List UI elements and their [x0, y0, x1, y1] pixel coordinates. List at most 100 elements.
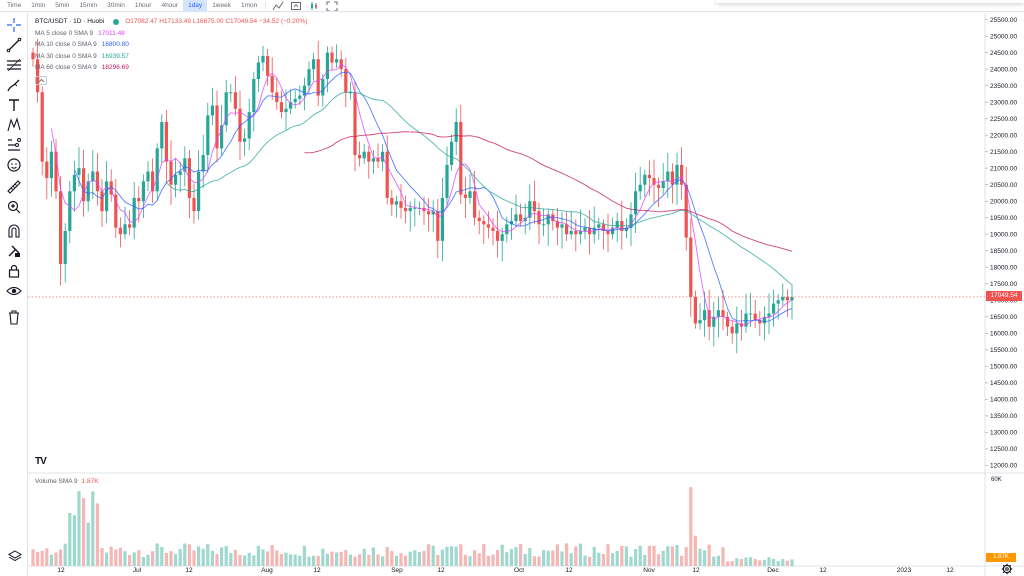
volume-bar — [289, 554, 293, 566]
crosshair-icon[interactable] — [6, 17, 22, 33]
candle-body — [707, 310, 711, 327]
volume-bar — [749, 557, 753, 566]
candle-body — [652, 178, 656, 185]
time-tick-label: Nov — [643, 567, 655, 574]
time-tick-label: Sep — [391, 567, 403, 574]
timeframe-time[interactable]: Time — [7, 1, 22, 9]
volume-bar — [335, 552, 339, 566]
timeframe-1hour[interactable]: 1hour — [134, 1, 152, 9]
volume-bar — [404, 555, 408, 566]
candle-body — [118, 227, 122, 235]
price-tick-label: 23500.00 — [990, 83, 1017, 90]
candle-body — [31, 52, 35, 60]
candle-body — [758, 320, 762, 324]
candle-body — [776, 300, 780, 304]
candle-body — [445, 164, 449, 198]
candle-body — [215, 105, 219, 149]
volume-bar — [63, 543, 67, 566]
volume-bar — [505, 552, 509, 566]
candle-body — [109, 181, 113, 195]
time-tick-label: 12 — [565, 567, 573, 574]
pattern-icon[interactable] — [6, 117, 22, 133]
forecast-icon[interactable] — [6, 137, 22, 153]
candle-body — [509, 221, 513, 225]
volume-bar — [459, 544, 463, 566]
toolbar-separator — [265, 1, 267, 10]
ma-legend-row: MA 60 close 0 SMA 9 18296.69 — [35, 62, 307, 74]
time-tick-label: Aug — [261, 567, 273, 574]
ma-line-30[interactable] — [166, 91, 793, 286]
volume-bar — [160, 547, 164, 566]
candle-body — [105, 181, 109, 212]
candle-body — [399, 201, 403, 208]
compare-icon[interactable] — [289, 1, 303, 11]
volume-bar — [422, 550, 426, 566]
ma-legend-name[interactable]: MA 60 close 0 SMA 9 — [35, 64, 97, 72]
ruler-icon[interactable] — [6, 179, 22, 195]
lock-icon[interactable] — [6, 263, 22, 279]
ma-line-5[interactable] — [50, 63, 793, 326]
fib-icon[interactable] — [6, 57, 22, 73]
eye-icon[interactable] — [6, 283, 22, 299]
timeframe-30min[interactable]: 30min — [107, 1, 125, 9]
timeframe-1day[interactable]: 1day — [183, 0, 208, 12]
volume-bar — [592, 546, 596, 566]
candle-body — [496, 230, 500, 241]
candle-body — [206, 115, 210, 155]
ma-legend-name[interactable]: MA 10 close 0 SMA 9 — [35, 41, 97, 49]
volume-bar — [215, 553, 219, 566]
volume-bar — [381, 556, 385, 566]
trash-icon[interactable] — [6, 309, 22, 325]
volume-bar — [49, 554, 53, 566]
candle-body — [440, 197, 444, 241]
tradingview-logo[interactable]: TV — [35, 456, 47, 467]
brush-icon[interactable] — [6, 77, 22, 93]
ma-line-60[interactable] — [304, 131, 793, 252]
ma-legend-row: MA 30 close 0 SMA 9 16939.57 — [35, 51, 307, 63]
timeframe-1min[interactable]: 1min — [31, 1, 46, 9]
volume-bar — [31, 549, 35, 566]
candle-body — [68, 191, 72, 231]
volume-bar — [385, 546, 389, 566]
ma-legend-name[interactable]: MA 30 close 0 SMA 9 — [35, 52, 97, 60]
volume-bar — [707, 544, 711, 566]
time-tick-label: Oct — [514, 567, 524, 574]
ma-line-10[interactable] — [73, 71, 793, 322]
volume-bar — [767, 557, 771, 566]
symbol-title[interactable]: BTC/USDT · 1D · Huobi — [35, 18, 105, 26]
volume-bar — [436, 554, 440, 566]
trendline-icon[interactable] — [6, 37, 22, 53]
magnet-icon[interactable] — [6, 223, 22, 239]
settings-gear-icon[interactable] — [1001, 563, 1013, 575]
volume-bar — [776, 561, 780, 566]
volume-bar — [82, 498, 86, 566]
candle-body — [321, 79, 325, 96]
text-icon[interactable] — [6, 97, 22, 113]
candle-body — [169, 161, 173, 185]
indicators-icon[interactable] — [271, 1, 285, 11]
timeframe-5min[interactable]: 5min — [55, 1, 70, 9]
lock-drawings-icon[interactable] — [6, 243, 22, 259]
candle-body — [762, 316, 766, 324]
timeframe-1mon[interactable]: 1mon — [240, 1, 258, 9]
volume-bar — [146, 554, 150, 566]
candle-body — [146, 171, 150, 182]
layers-icon[interactable] — [8, 549, 22, 563]
volume-current-tag: 1.87K — [986, 553, 1016, 562]
price-chart[interactable]: 25500.00 25000.00 24500.00 24000.00 23500.00… — [28, 13, 1024, 576]
volume-bar — [344, 549, 348, 566]
ma-legend-name[interactable]: MA 5 close 0 SMA 9 — [35, 29, 94, 37]
candle-body — [413, 207, 417, 209]
volume-bar — [339, 551, 343, 566]
collapse-legend-button[interactable] — [35, 75, 47, 85]
timeframe-15min[interactable]: 15min — [79, 1, 98, 9]
volume-bar — [712, 556, 716, 566]
fullscreen-icon[interactable] — [325, 1, 339, 11]
volume-legend-name[interactable]: Volume SMA 9 — [35, 478, 78, 485]
timeframe-4hour[interactable]: 4hour — [161, 1, 179, 9]
timeframe-1week[interactable]: 1week — [212, 1, 231, 9]
candle-style-icon[interactable] — [307, 1, 321, 11]
volume-bar — [302, 545, 306, 566]
zoom-in-icon[interactable] — [6, 199, 22, 215]
emoji-icon[interactable] — [6, 157, 22, 173]
